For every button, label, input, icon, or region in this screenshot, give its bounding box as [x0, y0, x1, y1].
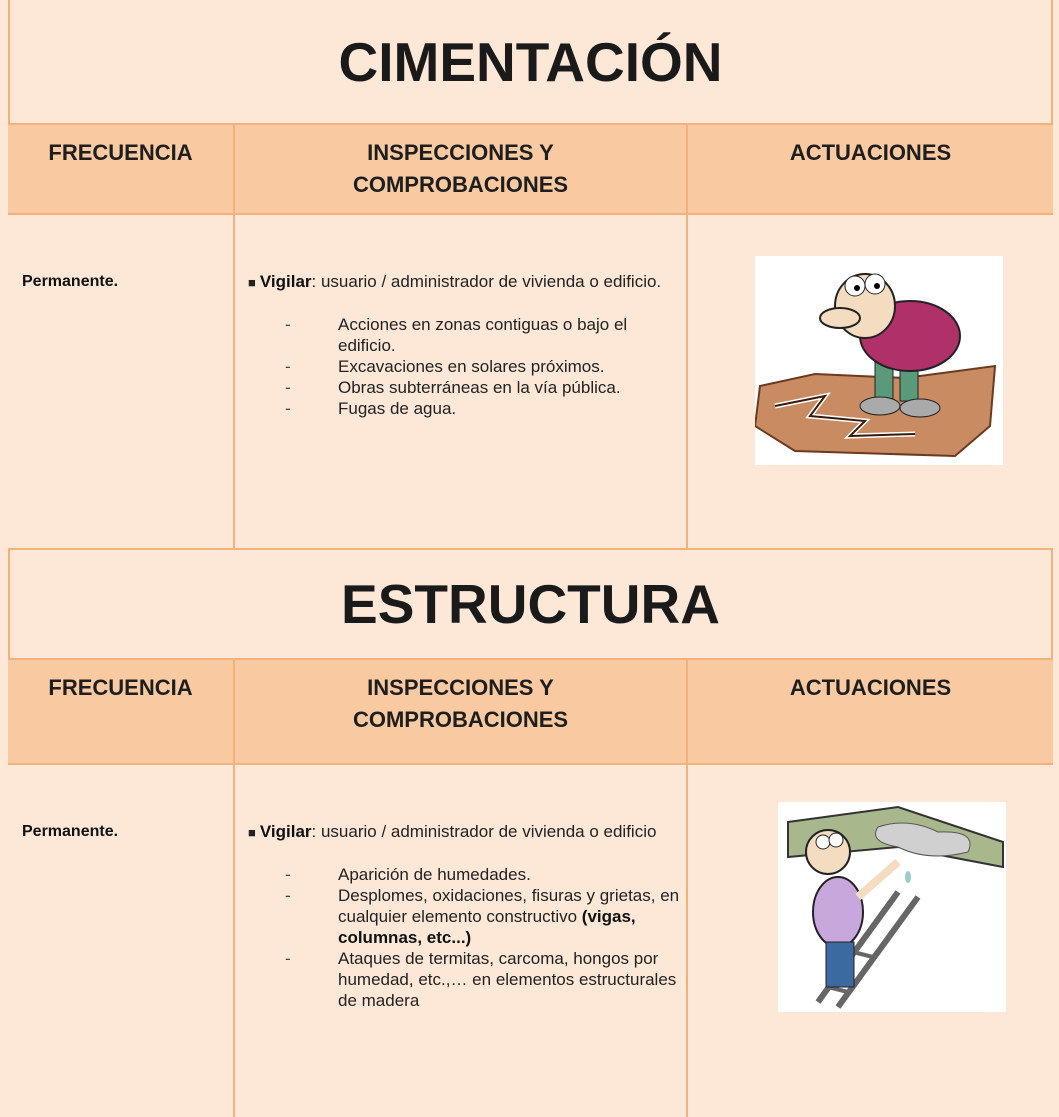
frequency: Permanente.: [22, 273, 119, 290]
item: - Acciones en zonas contiguas o bajo el e…: [248, 314, 688, 356]
item: - Ataques de termitas, carcoma, hongos po…: [248, 948, 688, 1011]
item-bold: (vigas, columnas, etc...): [338, 907, 636, 947]
section-title: ESTRUCTURA: [8, 550, 1053, 660]
item-text: Acciones en zonas contiguas o bajo el ed…: [338, 315, 628, 355]
item-text: Obras subterráneas en la vía pública.: [338, 378, 621, 397]
item: - Obras subterráneas en la vía pública.: [248, 377, 688, 398]
intro-bold: Vigilar: [259, 272, 312, 291]
frame: [8, 0, 1053, 1117]
inspections-cell: ■ Vigilar: usuario / administrador de viv…: [235, 215, 688, 548]
header-cell: INSPECCIONES Y COMPROBACIONES: [235, 660, 688, 763]
item: - Excavaciones en solares próximos.: [248, 356, 688, 377]
item-text: Excavaciones en solares próximos.: [338, 357, 605, 376]
body-row: Permanente. ■ Vigilar: usuario / administ…: [8, 765, 1053, 1117]
item-text: Desplomes, oxidaciones, fisuras y grieta…: [338, 886, 680, 926]
inspections: ■ Vigilar: usuario / administrador de viv…: [248, 819, 679, 1011]
intro-text: : usuario / administrador de vivienda o …: [311, 272, 662, 291]
actions-cell: [688, 765, 1053, 1117]
header-row: FRECUENCIA INSPECCIONES Y COMPROBACIONES…: [8, 125, 1053, 215]
frequency: Permanente.: [22, 823, 119, 840]
dash: -: [285, 399, 291, 418]
item-list: - Acciones en zonas contiguas o bajo el e…: [248, 314, 668, 419]
body-row: Permanente. ■ Vigilar: usuario / administ…: [8, 215, 1053, 550]
item-text: Aparición de humedades.: [338, 865, 531, 884]
dash: -: [285, 949, 291, 968]
bullet: ■: [248, 275, 256, 290]
actions-cell: [688, 215, 1053, 548]
dash: -: [285, 886, 291, 905]
bullet: ■: [248, 825, 256, 840]
dash: -: [285, 357, 291, 376]
illustration-ladder: [778, 802, 1006, 1012]
inspections-cell: ■ Vigilar: usuario / administrador de viv…: [235, 765, 688, 1117]
item: - Fugas de agua.: [248, 398, 688, 419]
item-text: Ataques de termitas, carcoma, hongos por…: [338, 949, 677, 1010]
item: - Desplomes, oxidaciones, fisuras y griet…: [248, 885, 688, 948]
dash: -: [285, 865, 291, 884]
header-cell: INSPECCIONES Y COMPROBACIONES: [235, 125, 688, 213]
header-row: FRECUENCIA INSPECCIONES Y COMPROBACIONES…: [8, 660, 1053, 765]
item-list: - Aparición de humedades. - Desplomes, oxi…: [248, 864, 679, 1011]
frequency-cell: Permanente.: [8, 215, 235, 548]
illustration-cracked-ground: [755, 256, 1003, 465]
item-text: Fugas de agua.: [338, 399, 457, 418]
item: - Aparición de humedades.: [248, 864, 688, 885]
intro-bold: Vigilar: [259, 822, 312, 841]
intro-text: : usuario / administrador de vivienda o …: [311, 822, 657, 841]
inspections: ■ Vigilar: usuario / administrador de viv…: [248, 269, 668, 419]
frequency-cell: Permanente.: [8, 765, 235, 1117]
header-cell: ACTUACIONES: [789, 140, 952, 165]
dash: -: [285, 315, 291, 334]
header-cell: FRECUENCIA: [8, 660, 235, 763]
header-cell: ACTUACIONES: [789, 675, 952, 700]
header-cell: FRECUENCIA: [8, 125, 235, 213]
section-title: CIMENTACIÓN: [8, 0, 1053, 125]
dash: -: [285, 378, 291, 397]
